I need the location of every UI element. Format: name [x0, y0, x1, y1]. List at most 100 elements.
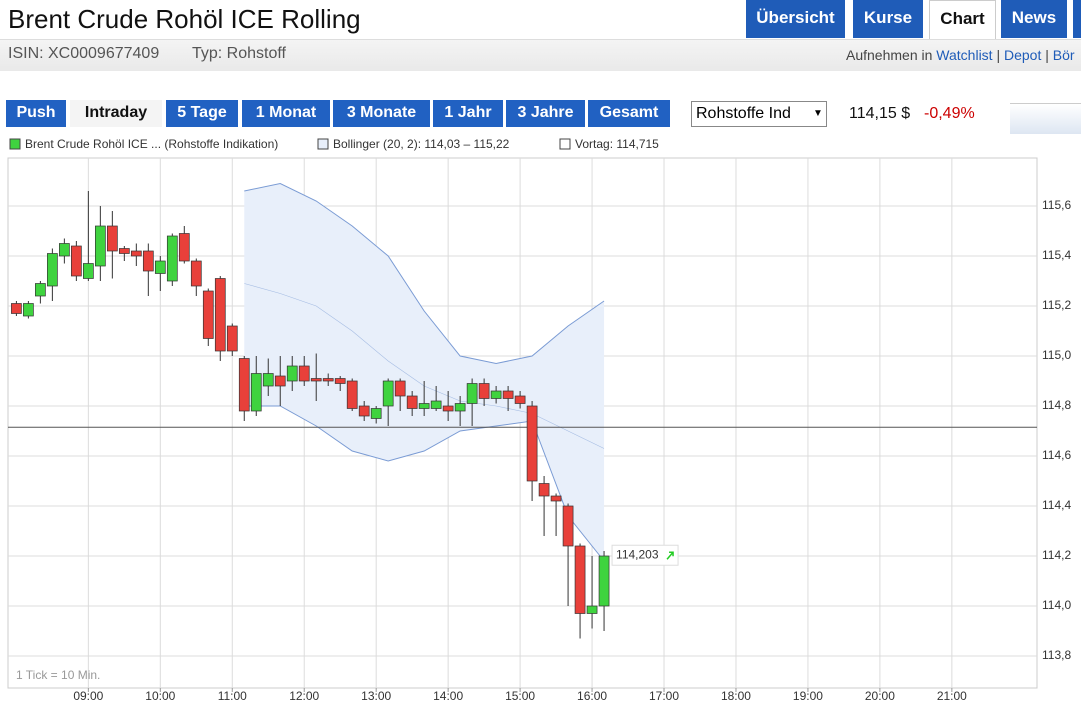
links: Aufnehmen in Watchlist | Depot | Bör — [846, 47, 1075, 63]
candle-body — [526, 405, 538, 482]
x-tick-label: 17:00 — [649, 689, 679, 703]
x-tick-label: 18:00 — [721, 689, 751, 703]
candle-body — [226, 325, 238, 352]
y-tick-label: 114,0 — [1042, 598, 1071, 612]
link[interactable]: Bör — [1052, 47, 1075, 63]
candle-body — [490, 390, 502, 399]
candle-body — [562, 505, 574, 547]
type: Typ: Rohstoff — [192, 45, 286, 62]
candle-body — [274, 375, 286, 387]
range-button[interactable]: 1 Monat — [242, 100, 330, 127]
link[interactable]: Watchlist — [936, 47, 993, 63]
page-title: Brent Crude Rohöl ICE Rolling — [8, 4, 361, 34]
range-button[interactable]: 3 Monate — [333, 100, 430, 127]
tab[interactable]: Übersicht — [746, 0, 845, 38]
y-tick-label: 115,4 — [1042, 248, 1071, 262]
range-button[interactable]: 5 Tage — [166, 100, 238, 127]
candle-body — [430, 400, 442, 409]
candle-body — [262, 373, 274, 387]
candle-body — [334, 378, 346, 384]
candle-body — [106, 225, 118, 252]
y-tick-label: 114,2 — [1042, 548, 1071, 562]
candle-body — [418, 403, 430, 409]
candle-body — [370, 408, 382, 419]
x-tick-label: 13:00 — [361, 689, 391, 703]
tab[interactable]: News — [1001, 0, 1067, 38]
candle-body — [142, 250, 154, 272]
candle-body — [47, 253, 58, 287]
y-tick-label: 114,4 — [1042, 498, 1071, 512]
plot-area — [7, 157, 1038, 689]
legend-swatch — [559, 138, 571, 150]
price: 114,15 $ — [849, 105, 911, 122]
last-price-arrow — [666, 551, 674, 560]
candle-body — [514, 395, 526, 404]
candle-body — [442, 405, 454, 412]
candle-body — [346, 380, 358, 409]
candle-body — [358, 405, 370, 417]
candle-body — [190, 260, 202, 287]
candle-body — [23, 303, 34, 317]
y-tick-label: 115,2 — [1042, 298, 1071, 312]
candle-body — [118, 248, 130, 254]
range-button[interactable]: Push — [6, 100, 66, 127]
range-button[interactable]: Gesamt — [588, 100, 670, 127]
candle-body — [298, 365, 310, 382]
candle-body — [59, 243, 70, 257]
last-price-box — [611, 544, 679, 566]
candle-body — [406, 395, 418, 409]
link[interactable]: Depot — [1004, 47, 1042, 63]
y-tick-label: 114,8 — [1042, 398, 1071, 412]
select-arrow: ▼ — [810, 102, 826, 126]
select-text: Rohstoffe Ind — [696, 105, 791, 122]
candle-body — [550, 495, 562, 502]
link-text: Aufnehmen in — [846, 47, 933, 63]
candle-body — [166, 235, 178, 282]
note: 1 Tick = 10 Min. — [16, 668, 100, 682]
candle-body — [502, 390, 514, 399]
legend-label: Vortag: 114,715 — [575, 137, 659, 151]
x-tick-label: 10:00 — [145, 689, 175, 703]
bollinger-lower — [244, 405, 605, 562]
change: -0,49% — [924, 105, 975, 122]
x-tick-label: 15:00 — [505, 689, 535, 703]
last-price-label: 114,203 — [616, 547, 659, 561]
range-button[interactable]: 1 Jahr — [433, 100, 503, 127]
x-tick-label: 16:00 — [577, 689, 607, 703]
range-button[interactable]: Intraday — [70, 100, 162, 127]
tab-edge — [1073, 0, 1081, 38]
candle-body — [454, 403, 466, 412]
y-tick-label: 114,6 — [1042, 448, 1071, 462]
select[interactable]: Rohstoffe Ind ▼ — [691, 101, 827, 127]
candle-body — [478, 383, 490, 399]
y-tick-label: 113,8 — [1042, 648, 1071, 662]
y-tick-label: 115,0 — [1042, 348, 1071, 362]
candle-body — [286, 365, 298, 382]
candle-body — [214, 278, 226, 352]
thumbnail[interactable] — [1010, 103, 1081, 134]
candle-body — [598, 555, 610, 607]
legend-label: Bollinger (20, 2): 114,03 – 115,22 — [333, 137, 510, 151]
candle-body — [11, 303, 22, 314]
range-button[interactable]: 3 Jahre — [506, 100, 585, 127]
x-tick-label: 11:00 — [218, 689, 247, 703]
tab[interactable]: Chart — [929, 0, 996, 39]
candle-body — [250, 373, 262, 412]
separator: | — [996, 47, 1001, 63]
tab[interactable]: Kurse — [853, 0, 923, 38]
candle-body — [586, 605, 598, 614]
candle-body — [394, 380, 406, 397]
legend-swatch — [317, 138, 329, 150]
candle-body — [238, 358, 250, 412]
x-tick-label: 20:00 — [865, 689, 895, 703]
legend-swatch — [9, 138, 21, 150]
candle-body — [35, 283, 46, 297]
candle-body — [202, 290, 214, 339]
info-bar — [0, 39, 1081, 71]
isin: ISIN: XC0009677409 — [8, 45, 160, 62]
x-tick-label: 19:00 — [793, 689, 823, 703]
x-tick-label: 12:00 — [289, 689, 319, 703]
candle-body — [574, 545, 586, 614]
bollinger-upper — [244, 182, 605, 365]
